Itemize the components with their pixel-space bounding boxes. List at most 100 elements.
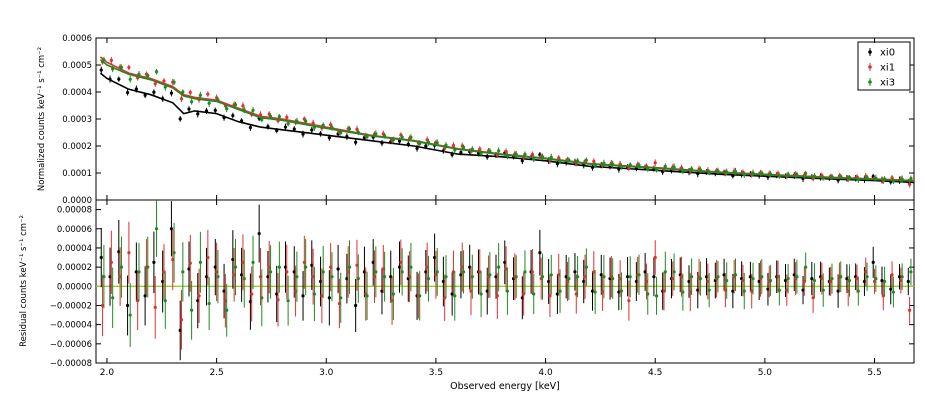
top-y-tick-label: 0.0001 bbox=[62, 169, 92, 179]
data-point bbox=[397, 139, 402, 143]
residual-point bbox=[821, 288, 825, 292]
data-point bbox=[233, 103, 238, 107]
data-point bbox=[424, 144, 428, 148]
residual-point bbox=[283, 265, 288, 269]
residual-point bbox=[599, 273, 603, 277]
data-point bbox=[444, 143, 448, 147]
residual-point bbox=[260, 296, 264, 300]
residual-point bbox=[311, 275, 315, 279]
residual-point bbox=[312, 292, 317, 296]
data-point bbox=[137, 72, 141, 76]
residual-point bbox=[488, 273, 492, 277]
residual-series-layer bbox=[96, 200, 914, 361]
residual-point bbox=[153, 305, 157, 309]
legend-marker bbox=[868, 80, 872, 84]
residual-point bbox=[890, 273, 894, 277]
residual-point bbox=[783, 278, 788, 283]
residual-point bbox=[408, 275, 412, 279]
residual-point bbox=[321, 270, 325, 274]
data-point bbox=[523, 152, 527, 156]
residual-point bbox=[494, 275, 498, 279]
residual-point bbox=[425, 265, 429, 269]
residual-point bbox=[549, 273, 553, 277]
data-point bbox=[865, 175, 869, 180]
residual-point bbox=[679, 275, 684, 279]
data-point bbox=[169, 91, 174, 95]
residual-point bbox=[696, 288, 700, 292]
data-point bbox=[146, 73, 150, 78]
residual-point bbox=[906, 279, 910, 284]
residual-point bbox=[812, 278, 817, 283]
residual-point bbox=[397, 265, 402, 269]
residual-point bbox=[372, 275, 377, 279]
x-tick-label: 3.5 bbox=[429, 368, 443, 378]
residual-point bbox=[557, 273, 561, 277]
residual-point bbox=[731, 289, 735, 293]
residual-point bbox=[829, 279, 833, 284]
data-point bbox=[909, 176, 913, 181]
data-point bbox=[206, 92, 210, 96]
residual-point bbox=[172, 251, 176, 255]
legend-label: xi3 bbox=[880, 78, 895, 89]
residual-point bbox=[600, 290, 605, 294]
residual-point bbox=[687, 279, 691, 284]
bottom-y-tick-label: 0.00006 bbox=[57, 225, 92, 235]
x-tick-label: 2.5 bbox=[209, 368, 223, 378]
data-point bbox=[207, 101, 211, 105]
bottom-y-tick-label: −0.00004 bbox=[50, 321, 92, 331]
residual-point bbox=[593, 290, 597, 294]
data-point bbox=[602, 161, 606, 165]
x-tick-label: 4.5 bbox=[648, 368, 662, 378]
residual-point bbox=[125, 303, 130, 308]
residual-point bbox=[169, 227, 174, 231]
residual-point bbox=[663, 270, 667, 274]
residual-point bbox=[248, 300, 252, 304]
bottom-y-tick-label: 0.00004 bbox=[57, 244, 92, 254]
data-point bbox=[198, 93, 202, 97]
bottom-y-tick-label: 0.00008 bbox=[57, 206, 92, 216]
data-point bbox=[890, 176, 894, 180]
residual-point bbox=[304, 265, 308, 269]
residual-point bbox=[564, 275, 568, 279]
residual-point bbox=[704, 275, 709, 279]
residual-point bbox=[760, 275, 764, 279]
residual-point bbox=[424, 270, 428, 274]
data-point bbox=[277, 114, 281, 119]
residual-point bbox=[320, 294, 324, 298]
residual-point bbox=[441, 279, 445, 284]
x-tick-label: 4.0 bbox=[538, 368, 553, 378]
data-point bbox=[663, 164, 667, 168]
residual-point bbox=[810, 277, 814, 281]
residual-point bbox=[292, 270, 296, 274]
residual-point bbox=[293, 289, 298, 293]
data-point bbox=[286, 121, 290, 126]
residual-point bbox=[277, 265, 281, 269]
residual-point bbox=[582, 279, 586, 284]
top-y-tick-label: 0.0003 bbox=[62, 115, 92, 125]
residual-point bbox=[846, 289, 850, 293]
data-point bbox=[213, 108, 217, 112]
residual-point bbox=[776, 275, 780, 279]
residual-point bbox=[855, 277, 859, 281]
x-tick-label: 2.0 bbox=[100, 368, 115, 378]
top-y-tick-label: 0.0006 bbox=[62, 34, 92, 44]
residual-point bbox=[310, 263, 314, 267]
residual-point bbox=[241, 260, 245, 264]
residual-point bbox=[565, 279, 570, 284]
data-point bbox=[459, 150, 463, 155]
top-series-layer bbox=[99, 56, 915, 188]
residual-point bbox=[514, 275, 518, 279]
residual-point bbox=[435, 270, 439, 274]
residual-point bbox=[450, 292, 454, 296]
data-point bbox=[172, 80, 176, 84]
residual-point bbox=[222, 289, 226, 293]
data-point bbox=[530, 152, 535, 157]
residual-point bbox=[118, 275, 122, 279]
data-point bbox=[216, 98, 220, 102]
data-point bbox=[461, 145, 466, 149]
residual-point bbox=[504, 267, 508, 271]
residual-point bbox=[418, 294, 422, 298]
residual-point bbox=[742, 289, 746, 293]
residual-point bbox=[547, 279, 551, 284]
